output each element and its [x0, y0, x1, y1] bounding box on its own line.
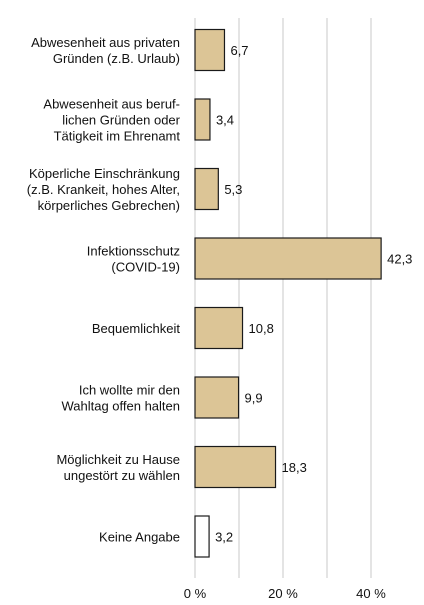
- category-label: Keine Angabe: [99, 530, 180, 545]
- value-label: 6,7: [230, 43, 248, 58]
- category-label: Abwesenheit aus privaten Gründen (z.B. Ur…: [31, 35, 180, 66]
- x-tick-label: 0 %: [184, 586, 207, 601]
- value-label: 9,9: [245, 391, 263, 406]
- value-label: 42,3: [387, 252, 412, 267]
- value-label: 3,4: [216, 113, 234, 128]
- x-tick-label: 20 %: [268, 586, 298, 601]
- category-label: Möglichkeit zu Hause ungestört zu wählen: [56, 452, 180, 483]
- value-label: 3,2: [215, 530, 233, 545]
- category-label: Bequemlichkeit: [92, 321, 181, 336]
- bar-7: [194, 445, 277, 489]
- category-label: Köperliche Einschränkung (z.B. Krankeit, …: [27, 166, 180, 213]
- bar-3: [194, 167, 219, 211]
- category-labels: Abwesenheit aus privaten Gründen (z.B. Ur…: [27, 35, 181, 545]
- value-label: 18,3: [282, 460, 307, 475]
- category-label: Ich wollte mir den Wahltag offen halten: [61, 383, 180, 414]
- value-label: 10,8: [249, 321, 274, 336]
- category-label: Abwesenheit aus beruf-lichen Gründen ode…: [43, 97, 180, 144]
- x-axis-ticks: 0 % 20 % 40 %: [184, 586, 386, 601]
- value-label: 5,3: [224, 182, 242, 197]
- value-labels: 6,7 3,4 5,3 42,3 10,8 9,9 18,3 3,2: [215, 43, 412, 545]
- x-tick-label: 40 %: [356, 586, 386, 601]
- bar-1: [194, 28, 226, 72]
- bar-6: [194, 376, 240, 419]
- bar-8: [194, 515, 210, 558]
- bars: [194, 28, 382, 558]
- grid-lines: [194, 18, 372, 578]
- bar-4: [194, 237, 382, 280]
- bar-5: [194, 306, 244, 350]
- category-label: Infektionsschutz (COVID-19): [87, 244, 180, 275]
- bar-2: [194, 98, 211, 141]
